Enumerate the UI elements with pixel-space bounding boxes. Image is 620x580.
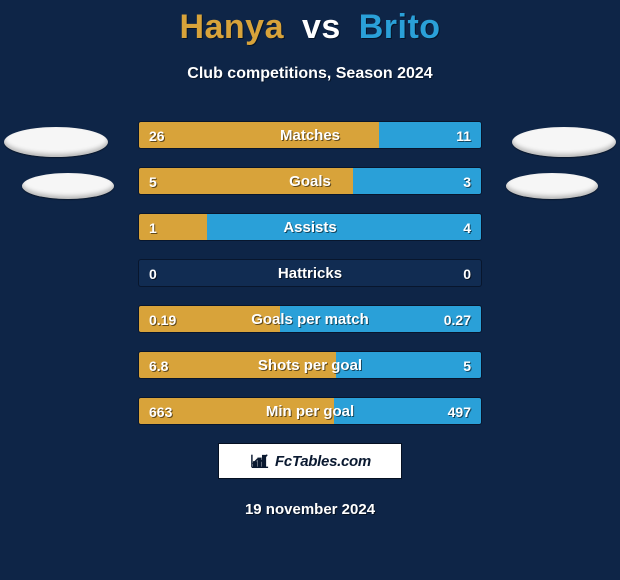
stat-row: 0.19Goals per match0.27: [138, 305, 482, 333]
stat-label: Min per goal: [139, 398, 481, 425]
stat-label: Hattricks: [139, 260, 481, 287]
title: Hanya vs Brito: [0, 0, 620, 47]
stats-area: 26Matches115Goals31Assists40Hattricks00.…: [0, 121, 620, 425]
stat-label: Shots per goal: [139, 352, 481, 379]
stat-label: Goals per match: [139, 306, 481, 333]
stat-row: 26Matches11: [138, 121, 482, 149]
stat-value-right: 5: [453, 352, 481, 379]
brand-text: FcTables.com: [275, 453, 371, 470]
player2-club-logo-1: [512, 127, 616, 157]
player2-club-logo-2: [506, 173, 598, 199]
stat-value-right: 0.27: [434, 306, 481, 333]
player1-club-logo-2: [22, 173, 114, 199]
stat-row: 5Goals3: [138, 167, 482, 195]
stat-label: Matches: [139, 122, 481, 149]
brand-box: FcTables.com: [218, 443, 402, 479]
player1-club-logo-1: [4, 127, 108, 157]
stat-value-right: 497: [438, 398, 481, 425]
stat-value-right: 11: [446, 122, 481, 149]
stat-row: 1Assists4: [138, 213, 482, 241]
subtitle: Club competitions, Season 2024: [0, 65, 620, 83]
stat-row: 0Hattricks0: [138, 259, 482, 287]
comparison-card: Hanya vs Brito Club competitions, Season…: [0, 0, 620, 580]
player2-name: Brito: [359, 8, 441, 46]
stat-bars: 26Matches115Goals31Assists40Hattricks00.…: [138, 121, 482, 425]
date: 19 november 2024: [0, 501, 620, 518]
brand-icon: [249, 452, 271, 470]
stat-row: 663Min per goal497: [138, 397, 482, 425]
player1-name: Hanya: [179, 8, 284, 46]
stat-value-right: 0: [453, 260, 481, 287]
stat-value-right: 3: [453, 168, 481, 195]
stat-row: 6.8Shots per goal5: [138, 351, 482, 379]
vs-text: vs: [302, 8, 341, 46]
stat-label: Goals: [139, 168, 481, 195]
stat-value-right: 4: [453, 214, 481, 241]
stat-label: Assists: [139, 214, 481, 241]
